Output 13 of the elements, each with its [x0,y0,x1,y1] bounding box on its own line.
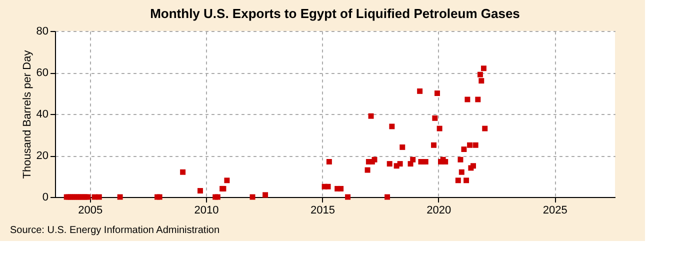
x-tick-label: 2010 [194,204,219,216]
chart-title: Monthly U.S. Exports to Egypt of Liquified Petroleum Gases [150,6,520,21]
source-note: Source: U.S. Energy Information Administration [10,225,220,236]
x-tick-label: 2025 [542,204,568,216]
x-tick-label: 2015 [310,204,335,216]
x-tick-label: 2020 [426,204,452,216]
y-tick-label: 80 [36,26,48,38]
x-tick-label: 2005 [78,204,103,216]
y-tick-label: 60 [36,67,48,79]
y-axis-title: Thousand Barrels per Day [21,50,34,179]
y-tick-label: 40 [36,108,48,120]
y-tick-label: 20 [36,150,48,162]
y-tick-label: 0 [42,192,48,204]
